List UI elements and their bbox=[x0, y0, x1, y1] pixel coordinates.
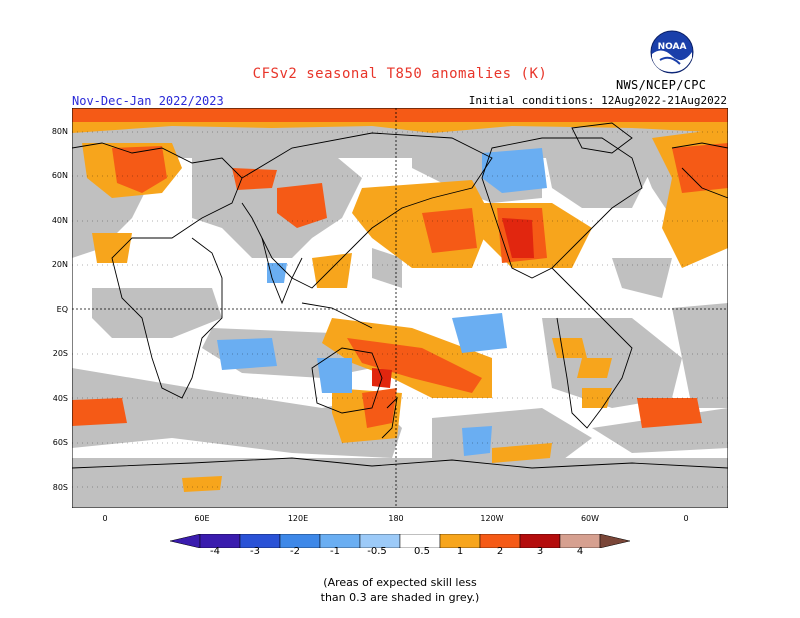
legend-label: -2 bbox=[290, 546, 300, 557]
legend-label: 0.5 bbox=[414, 546, 430, 557]
lon-label: 120W bbox=[480, 514, 504, 523]
legend-label: 4 bbox=[576, 546, 584, 557]
legend-label: 3 bbox=[536, 546, 544, 557]
legend-label: 2 bbox=[496, 546, 504, 557]
agency-label: NWS/NCEP/CPC bbox=[616, 78, 707, 92]
lon-label: 120E bbox=[287, 514, 309, 523]
warm-anomalies-strong bbox=[72, 108, 728, 428]
initial-conditions-label: Initial conditions: 12Aug2022-21Aug2022 bbox=[468, 94, 727, 107]
lat-label: 20N bbox=[51, 260, 68, 269]
legend-label: 1 bbox=[456, 546, 464, 557]
low-skill-mask bbox=[72, 108, 728, 508]
legend-label: -3 bbox=[250, 546, 260, 557]
lon-label: 0 bbox=[102, 514, 108, 523]
lat-label: 40S bbox=[52, 394, 68, 403]
reference-lines bbox=[72, 108, 728, 508]
lat-label: 80S bbox=[52, 483, 68, 492]
color-legend bbox=[170, 534, 630, 548]
lon-label: 180 bbox=[388, 514, 404, 523]
lon-label: 60W bbox=[580, 514, 600, 523]
noaa-logo: NOAA bbox=[650, 30, 694, 74]
lat-label: EQ bbox=[56, 305, 68, 314]
lat-label: 60N bbox=[51, 171, 68, 180]
lat-label: 80N bbox=[51, 127, 68, 136]
anomaly-map bbox=[72, 108, 728, 508]
legend-label: -1 bbox=[330, 546, 340, 557]
lon-label: 0 bbox=[683, 514, 689, 523]
lat-label: 40N bbox=[51, 216, 68, 225]
skill-note-line1: (Areas of expected skill less bbox=[323, 576, 477, 589]
svg-text:NOAA: NOAA bbox=[658, 42, 687, 52]
coastlines bbox=[72, 122, 728, 469]
legend-label: -0.5 bbox=[367, 546, 387, 557]
season-label: Nov-Dec-Jan 2022/2023 bbox=[72, 94, 224, 108]
chart-title: CFSv2 seasonal T850 anomalies (K) bbox=[252, 66, 548, 82]
skill-note-line2: than 0.3 are shaded in grey.) bbox=[320, 591, 480, 604]
lat-label: 20S bbox=[52, 349, 68, 358]
lat-label: 60S bbox=[52, 438, 68, 447]
legend-label: -4 bbox=[210, 546, 220, 557]
lon-label: 60E bbox=[194, 514, 210, 523]
